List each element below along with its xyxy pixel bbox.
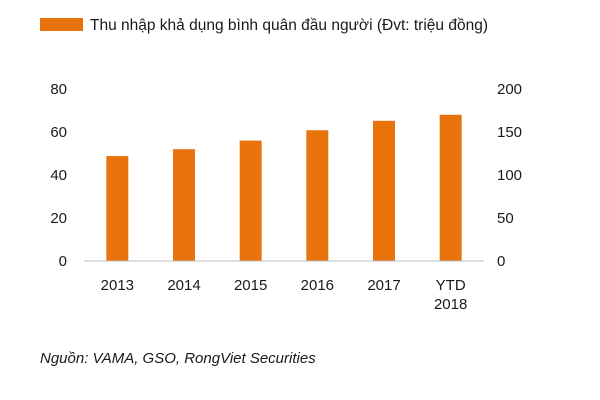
- x-tick-label: 2015: [234, 277, 267, 294]
- y-left-tick-label: 60: [50, 124, 67, 141]
- bar: [106, 156, 129, 261]
- bar: [239, 140, 262, 261]
- legend-label: Thu nhập khả dụng bình quân đầu người (Đ…: [90, 17, 488, 34]
- x-tick-label: 2014: [167, 277, 200, 294]
- y-left-tick-label: 80: [50, 81, 67, 98]
- bar: [306, 130, 329, 261]
- x-tick-label: 2016: [301, 277, 334, 294]
- y-right-tick-label: 150: [497, 124, 522, 141]
- bar: [173, 149, 195, 261]
- y-right-tick-label: 100: [497, 167, 522, 184]
- legend-swatch: [40, 18, 83, 31]
- x-tick-label: 2017: [367, 277, 400, 294]
- bar: [373, 120, 395, 261]
- bar: [439, 114, 462, 261]
- y-right-tick-label: 0: [497, 253, 505, 270]
- y-left-tick-label: 0: [59, 253, 67, 270]
- y-left-tick-label: 20: [50, 210, 67, 227]
- y-right-tick-label: 200: [497, 81, 522, 98]
- x-tick-label: YTD 2018: [434, 277, 467, 313]
- y-right-tick-label: 50: [497, 210, 514, 227]
- y-left-tick-label: 40: [50, 167, 67, 184]
- x-tick-label: 2013: [101, 277, 134, 294]
- source-note: Nguồn: VAMA, GSO, RongViet Securities: [40, 350, 316, 367]
